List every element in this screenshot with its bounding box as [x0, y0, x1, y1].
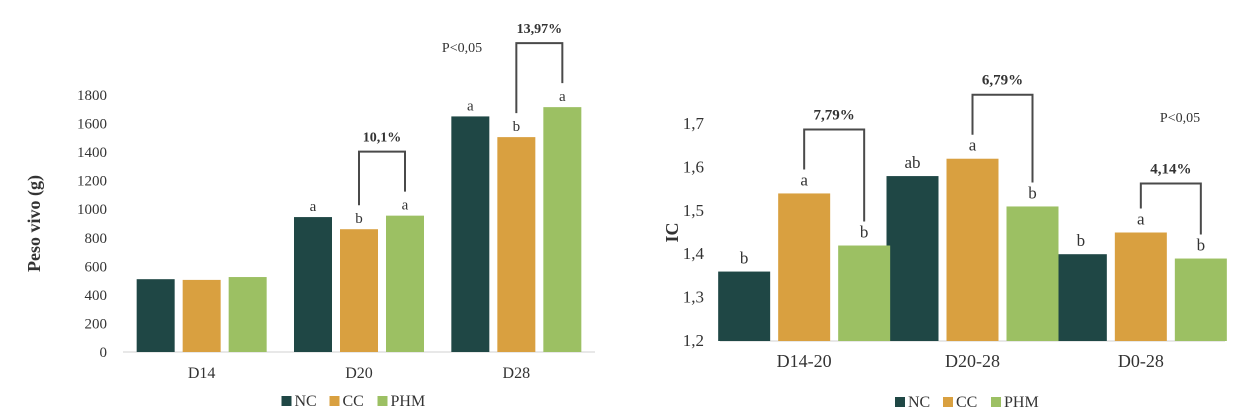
bar-phm — [543, 107, 582, 352]
x-category-label: D20-28 — [945, 351, 1000, 371]
p-value-label: P<0,05 — [1160, 111, 1200, 126]
bar-phm — [1006, 206, 1059, 341]
bar-nc — [294, 217, 332, 352]
bar-phm — [1174, 258, 1227, 341]
x-category-label: D28 — [503, 365, 531, 382]
legend-swatch-phm — [991, 397, 1001, 407]
y-tick-label: 0 — [100, 345, 108, 361]
difference-label: 6,79% — [982, 73, 1023, 89]
significance-letter: a — [800, 170, 808, 189]
y-tick-label: 1,3 — [683, 288, 704, 307]
y-tick-label: 1000 — [77, 202, 107, 218]
significance-letter: a — [467, 98, 474, 114]
difference-label: 7,79% — [814, 107, 855, 123]
bar-cc — [497, 137, 536, 352]
difference-bracket — [515, 42, 564, 114]
legend-label: CC — [956, 394, 977, 411]
y-axis-label: Peso vivo (g) — [24, 175, 45, 272]
y-tick-label: 1800 — [77, 88, 107, 104]
bar-phm — [228, 277, 267, 352]
x-category-label: D0-28 — [1118, 351, 1164, 371]
y-tick-label: 1,4 — [683, 244, 705, 263]
significance-letter: b — [355, 211, 363, 227]
bar-cc — [1114, 232, 1167, 341]
significance-letter: a — [402, 198, 409, 214]
difference-label: 13,97% — [517, 22, 563, 37]
significance-letter: b — [1028, 183, 1037, 202]
bar-cc — [946, 158, 999, 341]
legend-label: NC — [908, 394, 930, 411]
legend-label: NC — [295, 393, 317, 410]
legend-swatch-cc — [943, 397, 953, 407]
y-tick-label: 1,5 — [683, 201, 704, 220]
difference-bracket — [1139, 182, 1202, 235]
bar-nc — [136, 279, 175, 352]
y-tick-label: 1,6 — [683, 157, 704, 176]
x-category-label: D14-20 — [777, 351, 832, 371]
significance-letter: a — [969, 136, 977, 155]
p-value-label: P<0,05 — [442, 41, 482, 56]
difference-bracket — [971, 93, 1034, 183]
y-tick-label: 1,7 — [683, 114, 705, 133]
significance-letter: a — [559, 89, 566, 105]
legend-label: CC — [343, 393, 364, 410]
y-tick-label: 400 — [85, 288, 108, 304]
x-category-label: D14 — [188, 365, 216, 382]
y-tick-label: 1200 — [77, 174, 107, 190]
difference-label: 10,1% — [363, 131, 402, 146]
difference-bracket — [358, 150, 406, 206]
bar-nc — [718, 271, 771, 341]
legend-label: PHM — [1004, 394, 1039, 411]
bar-phm — [386, 215, 424, 352]
y-tick-label: 800 — [85, 231, 108, 247]
bar-cc — [778, 193, 831, 341]
y-axis-label: IC — [662, 222, 682, 242]
significance-letter: a — [1137, 210, 1145, 229]
bar-cc — [340, 229, 378, 352]
significance-letter: b — [513, 119, 521, 135]
y-tick-label: 1,2 — [683, 331, 704, 350]
bar-nc — [1054, 254, 1107, 341]
significance-letter: b — [860, 223, 869, 242]
y-tick-label: 600 — [85, 259, 108, 275]
significance-letter: b — [740, 249, 749, 268]
significance-letter: ab — [904, 153, 920, 172]
bar-nc — [451, 116, 490, 353]
chart-weight: 0 200 400 600 800 1000 1200 1400 1600 1800 Peso vi… — [24, 22, 595, 410]
legend-label: PHM — [391, 393, 426, 410]
y-tick-label: 200 — [85, 316, 108, 332]
significance-letter: b — [1197, 236, 1206, 255]
bar-nc — [886, 176, 939, 341]
difference-label: 4,14% — [1150, 162, 1191, 178]
y-tick-label: 1600 — [77, 117, 107, 133]
x-category-label: D20 — [345, 365, 373, 382]
significance-letter: a — [310, 199, 317, 215]
legend-swatch-phm — [377, 396, 388, 406]
bar-cc — [182, 279, 221, 352]
legend-swatch-nc — [895, 397, 905, 407]
y-tick-label: 1400 — [77, 145, 107, 161]
difference-bracket — [803, 128, 866, 222]
bar-phm — [838, 245, 891, 341]
legend-swatch-cc — [329, 396, 340, 406]
legend-swatch-nc — [281, 396, 292, 406]
significance-letter: b — [1077, 231, 1086, 250]
